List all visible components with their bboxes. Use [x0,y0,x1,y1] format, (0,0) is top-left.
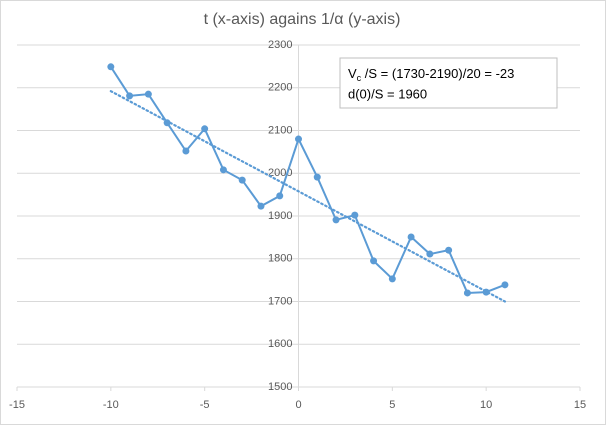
x-tick-label: -15 [9,399,25,411]
data-point [144,90,152,98]
y-tick-label: 1500 [268,381,292,393]
x-tick-label: -5 [200,399,210,411]
series-line [109,66,506,294]
data-point [126,92,134,100]
data-point [276,192,284,200]
data-point [107,63,115,71]
data-point [182,147,190,155]
data-point [370,257,378,265]
data-point [163,119,171,127]
y-tick-label: 1900 [268,210,292,222]
x-tick-label: 10 [480,399,492,411]
y-tick-label: 1600 [268,338,292,350]
data-point [463,289,471,297]
plot-area: 150016001700180019002000210022002300-15-… [9,39,586,411]
trendline [109,90,507,303]
data-point [238,176,246,184]
data-point [501,281,509,289]
annotation-subscript: c [357,73,362,83]
chart-title: t (x-axis) agains 1/α (y-axis) [204,11,401,28]
annotation-text: V [348,66,357,81]
data-point [295,135,302,143]
data-point [201,125,209,133]
data-point [388,275,396,283]
y-tick-label: 2200 [268,82,292,94]
annotation-box [339,57,558,109]
data-point [219,166,227,174]
y-tick-label: 1700 [268,295,292,307]
annotation-text: /S = (1730-2190)/20 = -23 [361,66,514,81]
x-tick-label: 15 [574,399,586,411]
data-point [445,246,453,254]
data-point [407,233,415,241]
x-tick-label: 5 [389,399,395,411]
data-point [332,216,340,224]
data-point [482,288,490,296]
annotation: Vc /S = (1730-2190)/20 = -23 [348,66,514,83]
data-point [257,202,265,210]
x-tick-label: 0 [295,399,301,411]
annotation: d(0)/S = 1960 [348,86,427,101]
data-point [426,250,434,258]
x-tick-label: -10 [103,399,119,411]
data-point [351,211,359,219]
y-tick-label: 1800 [268,253,292,265]
data-point [313,173,321,181]
y-tick-label: 2100 [268,124,292,136]
y-tick-label: 2300 [268,39,292,51]
